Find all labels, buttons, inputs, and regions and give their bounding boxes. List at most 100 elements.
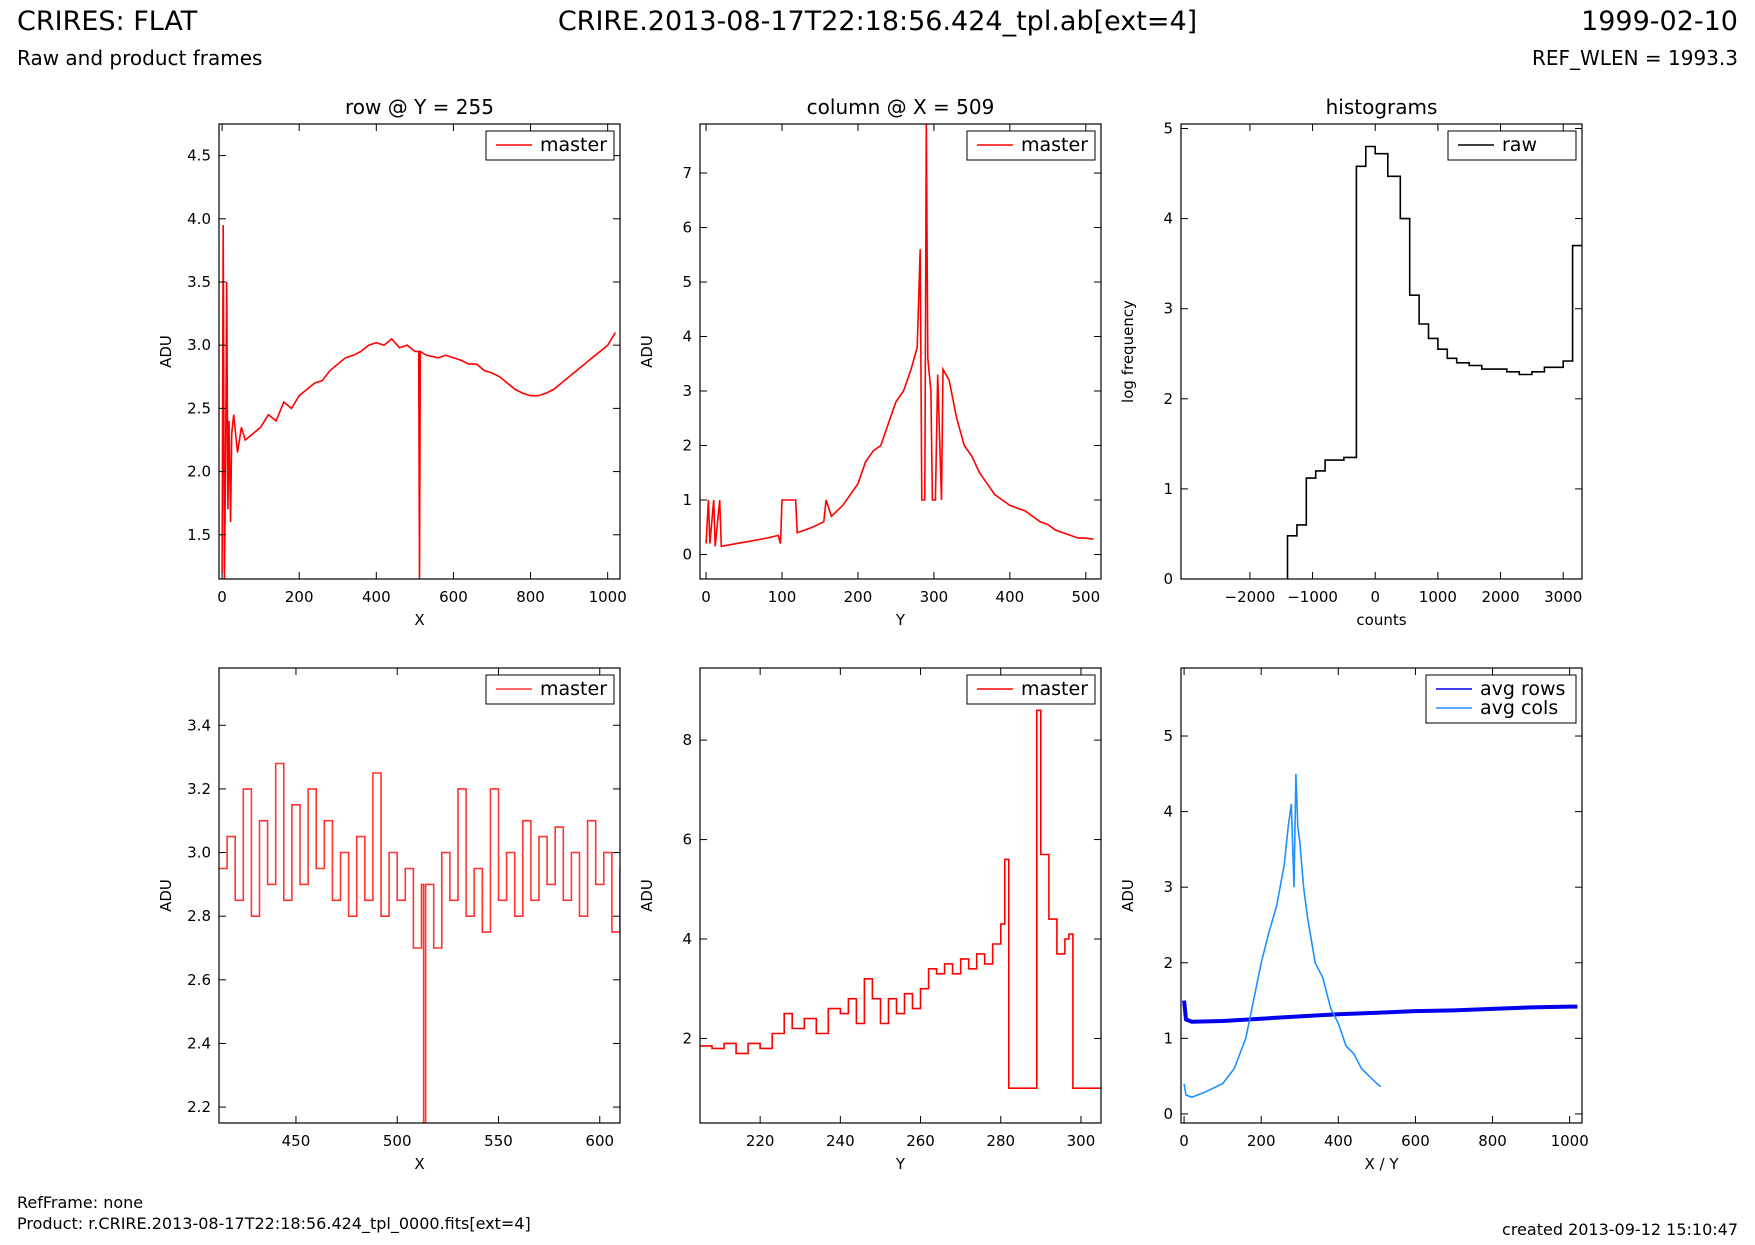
legend-label: avg cols — [1480, 697, 1558, 719]
report-subtitle: Raw and product frames — [17, 46, 263, 70]
x-tick-label: 200 — [844, 588, 873, 606]
x-tick-label: 400 — [362, 588, 391, 606]
plot-frame — [699, 123, 1102, 580]
y-tick-label: 3 — [1163, 878, 1173, 896]
y-tick-label: 3.0 — [187, 844, 211, 862]
x-tick-label: 3000 — [1544, 588, 1582, 606]
y-tick-label: 0 — [682, 545, 692, 563]
series-line-4-1 — [219, 762, 620, 1123]
x-tick-label: 800 — [1478, 1132, 1507, 1150]
x-tick-label: 220 — [746, 1132, 775, 1150]
y-tick-label: 7 — [682, 164, 692, 182]
y-tick-label: 3.2 — [187, 780, 211, 798]
x-axis-label: Y — [895, 611, 906, 629]
series-group — [1182, 773, 1578, 1099]
x-tick-label: 0 — [217, 588, 227, 606]
x-tick-label: 600 — [1401, 1132, 1430, 1150]
y-tick-label: 4.5 — [187, 147, 211, 165]
legend-label: master — [540, 678, 607, 700]
y-tick-label: 2 — [1163, 954, 1173, 972]
y-tick-label: 1 — [682, 491, 692, 509]
x-tick-label: 200 — [285, 588, 314, 606]
x-tick-label: 0 — [1179, 1132, 1189, 1150]
y-tick-label: 3.0 — [187, 336, 211, 354]
series-line-3-1 — [1286, 145, 1582, 579]
x-tick-label: 600 — [439, 588, 468, 606]
legend: master — [485, 674, 615, 705]
chart-panel-2: 0 100 200 300 400 500 0 1 2 3 4 5 6 7 column @ X = 509… — [638, 95, 1102, 629]
series-line-6-1 — [1182, 1000, 1578, 1024]
legend: master — [966, 674, 1096, 705]
ref-frame: RefFrame: none — [17, 1193, 144, 1212]
x-axis-label: counts — [1356, 611, 1406, 629]
legend-label: master — [1021, 678, 1088, 700]
legend: raw — [1447, 130, 1577, 161]
plot-frame — [218, 667, 621, 1124]
x-tick-label: 300 — [1067, 1132, 1096, 1150]
x-tick-label: 200 — [1247, 1132, 1276, 1150]
plot-frame — [699, 667, 1102, 1124]
y-tick-label: 2 — [682, 436, 692, 454]
x-tick-label: 550 — [484, 1132, 513, 1150]
chart-panel-6: 0 200 400 600 800 1000 0 1 2 3 4 5 X / Y ADU avg rowsa… — [1119, 667, 1589, 1173]
y-tick-label: 3 — [682, 382, 692, 400]
y-tick-label: 3 — [1163, 300, 1173, 318]
y-axis-label: ADU — [157, 335, 175, 368]
x-tick-label: 400 — [996, 588, 1025, 606]
chart-title: column @ X = 509 — [807, 95, 995, 119]
x-tick-label: 400 — [1324, 1132, 1353, 1150]
x-tick-label: 300 — [920, 588, 949, 606]
chart-panel-5: 220 240 260 280 300 2 4 6 8 Y ADU master — [638, 667, 1102, 1173]
y-tick-label: 2.2 — [187, 1098, 211, 1116]
legend-box — [1447, 130, 1577, 161]
y-tick-label: 1.5 — [187, 526, 211, 544]
x-tick-label: 600 — [585, 1132, 614, 1150]
plot-frame — [1180, 123, 1583, 580]
legend-box — [1425, 674, 1577, 724]
report-date: 1999-02-10 — [1581, 6, 1738, 37]
y-tick-label: 2.6 — [187, 971, 211, 989]
y-axis-label: log frequency — [1119, 300, 1137, 403]
x-tick-label: 240 — [826, 1132, 855, 1150]
legend: master — [966, 130, 1096, 161]
y-tick-label: 4 — [682, 930, 692, 948]
series-group — [705, 124, 1094, 548]
y-axis-label: ADU — [638, 335, 656, 368]
x-tick-label: 100 — [768, 588, 797, 606]
chart-panel-4: 450 500 550 600 2.2 2.4 2.6 2.8 3.0 3.2 3.4 X ADU mas… — [157, 667, 621, 1173]
y-tick-label: 2.5 — [187, 399, 211, 417]
x-tick-label: 0 — [701, 588, 711, 606]
chart-title: histograms — [1326, 95, 1438, 119]
y-tick-label: 4 — [682, 328, 692, 346]
y-tick-label: 6 — [682, 219, 692, 237]
x-tick-label: 1000 — [589, 588, 627, 606]
legend-label: avg rows — [1480, 678, 1565, 700]
y-tick-label: 1 — [1163, 480, 1173, 498]
y-tick-label: 5 — [682, 273, 692, 291]
plot-frame — [1180, 667, 1583, 1124]
x-tick-label: −2000 — [1225, 588, 1276, 606]
x-tick-label: 0 — [1370, 588, 1380, 606]
created-timestamp: created 2013-09-12 15:10:47 — [1502, 1220, 1738, 1239]
y-tick-label: 2 — [682, 1029, 692, 1047]
x-axis-label: Y — [895, 1155, 906, 1173]
y-tick-label: 4.0 — [187, 210, 211, 228]
x-tick-label: 260 — [906, 1132, 935, 1150]
legend: master — [485, 130, 615, 161]
y-tick-label: 3.5 — [187, 273, 211, 291]
x-tick-label: 280 — [986, 1132, 1015, 1150]
y-tick-label: 4 — [1163, 210, 1173, 228]
y-tick-label: 8 — [682, 731, 692, 749]
chart-panel-3: −2000 −1000 0 1000 2000 3000 0 1 2 3 4 5 histograms c… — [1119, 95, 1583, 629]
x-axis-label: X / Y — [1364, 1155, 1399, 1173]
product-name: Product: r.CRIRE.2013-08-17T22:18:56.424… — [17, 1214, 531, 1233]
x-axis-label: X — [414, 1155, 424, 1173]
series-group — [219, 762, 620, 1123]
x-axis-label: X — [414, 611, 424, 629]
series-line-1-1 — [221, 225, 617, 579]
y-tick-label: 1 — [1163, 1029, 1173, 1047]
y-tick-label: 5 — [1163, 727, 1173, 745]
y-tick-label: 2 — [1163, 390, 1173, 408]
legend-label: master — [1021, 134, 1088, 156]
